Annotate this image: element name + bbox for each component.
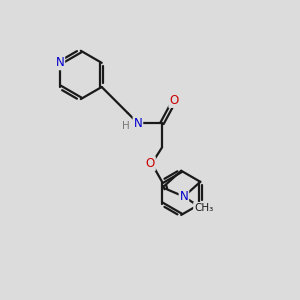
Text: H: H [122, 121, 129, 130]
Text: O: O [146, 157, 155, 170]
Text: O: O [169, 94, 178, 107]
Text: CH₃: CH₃ [194, 203, 213, 213]
Text: N: N [56, 56, 64, 69]
Text: N: N [179, 190, 188, 203]
Text: N: N [134, 117, 142, 130]
